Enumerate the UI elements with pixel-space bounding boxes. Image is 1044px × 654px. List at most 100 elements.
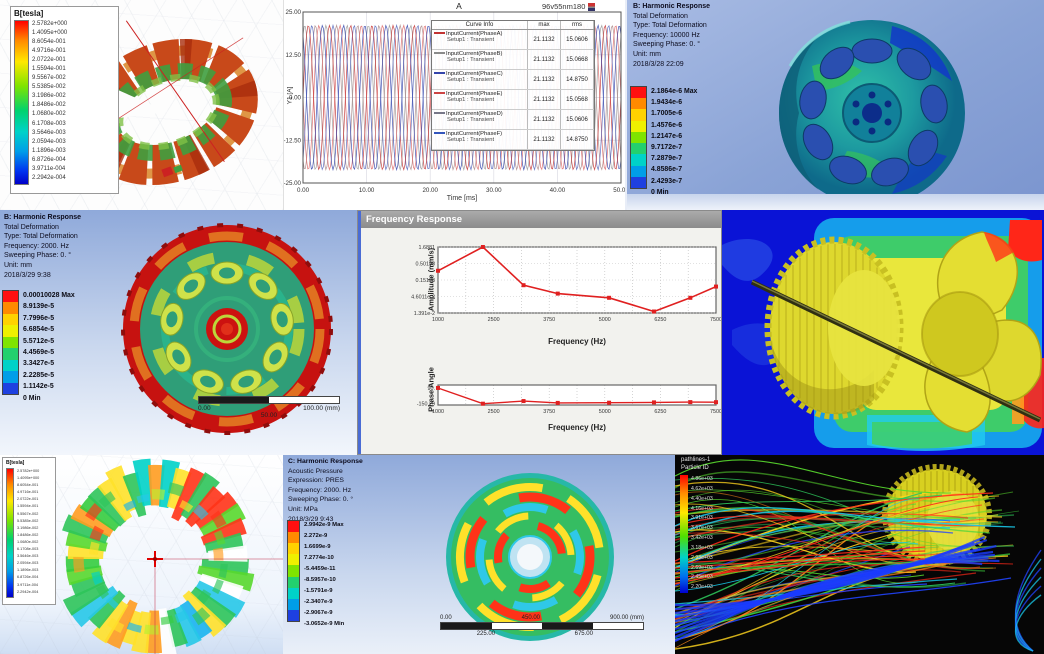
- scale-min: 0.00: [198, 405, 211, 412]
- legend-value: 2.2942e-004: [17, 589, 39, 594]
- pathlines-legend-title: pathlines-1 Particle ID: [681, 457, 710, 472]
- color-band: [3, 325, 18, 337]
- legend-title: B[tesla]: [6, 460, 25, 466]
- legend-value: 1.6699e-9: [304, 544, 331, 550]
- panel-pathlines: pathlines-1 Particle ID 4.86e+03 4.62e+03 4…: [675, 455, 1044, 654]
- banded-colorbar: [2, 290, 19, 395]
- wheel-holes: [799, 38, 948, 187]
- legend-cell: 21.1132: [528, 50, 561, 69]
- legend-value: 2.272e-9: [304, 533, 328, 539]
- banded-colorbar: [630, 86, 647, 189]
- color-band: [3, 371, 18, 383]
- info-line: Frequency: 2000. Hz: [4, 242, 69, 250]
- legend-value: 1.0680e-002: [32, 111, 66, 118]
- info-line: 2018/3/29 9:38: [4, 271, 51, 279]
- legend-header-cell: Curve Info: [432, 21, 528, 29]
- window-frequency-response: Frequency Response 1000 2500 3750 5000 6250 7…: [357, 210, 722, 455]
- legend-value: 3.91e+03: [691, 515, 713, 522]
- color-band: [288, 609, 299, 621]
- info-line: Type: Total Deformation: [633, 22, 707, 30]
- legend-value: 3.1986e-002: [17, 525, 39, 530]
- rainbow-colorbar: [6, 468, 14, 598]
- legend-header: Curve Info max rms: [432, 21, 594, 30]
- acoustic-disk-model: [446, 473, 614, 641]
- frequency-response-charts: 1000 2500 3750 5000 6250 7500 1.6881 0.50198 0.1…: [411, 245, 721, 415]
- legend-value: 3.9711e-004: [17, 582, 39, 587]
- legend-value: 0.00010028 Max: [23, 292, 75, 299]
- legend-cell: 21.1132: [528, 110, 561, 129]
- color-band: [631, 176, 646, 188]
- legend-title-line: Particle ID: [681, 464, 709, 471]
- svg-text:12.50: 12.50: [286, 52, 302, 59]
- rotor-field-ring: [62, 458, 283, 654]
- legend-value: 2.5782e+000: [17, 469, 40, 473]
- legend-value: 1.2147e-6: [651, 132, 683, 140]
- svg-text:0.00: 0.00: [289, 95, 302, 102]
- info-line: 2018/3/29 9:43: [288, 515, 334, 523]
- deformation-legend: 0.00010028 Max 8.9139e-5 7.7996e-5 6.6854e-…: [2, 290, 75, 404]
- legend-value: 3.5646e-003: [17, 554, 39, 559]
- info-line: Frequency: 2000. Hz: [288, 486, 352, 494]
- legend-value: 8.9139e-5: [23, 303, 55, 311]
- color-band: [288, 521, 299, 533]
- legend-value: 2.2285e-5: [23, 371, 55, 379]
- legend-value: 1.5594e-001: [17, 504, 39, 509]
- legend-value: 5.5712e-5: [23, 337, 55, 345]
- svg-text:6250: 6250: [654, 317, 666, 323]
- legend-value: -8.5957e-10: [304, 577, 336, 583]
- info-line: B: Harmonic Response: [4, 214, 82, 221]
- info-line: Acoustic Pressure: [288, 467, 343, 475]
- legend-value: 1.1142e-5: [23, 383, 54, 391]
- panel-current-plot: 0.00 10.00 20.00 30.00 40.00 50.00 25.00 12.50 0…: [283, 0, 626, 210]
- svg-text:2500: 2500: [488, 317, 500, 323]
- legend-value: 9.5567e-002: [32, 75, 66, 82]
- curve-info-legend: Curve Info max rms InputCurrent(PhaseA) Setu…: [431, 20, 595, 151]
- svg-text:-25.00: -25.00: [284, 180, 302, 187]
- legend-header-cell: max: [528, 21, 561, 29]
- svg-text:3750: 3750: [543, 409, 555, 415]
- svg-text:2500: 2500: [488, 409, 500, 415]
- deformation-legend: 2.1864e-6 Max 1.9434e-6 1.7005e-6 1.4576e-6…: [630, 86, 697, 198]
- legend-value: 0 Min: [23, 394, 41, 402]
- svg-text:-12.50: -12.50: [284, 137, 302, 144]
- color-band: [288, 543, 299, 555]
- scale-mid: 50.00: [260, 412, 278, 419]
- legend-values: 4.86e+03 4.62e+03 4.40e+03 4.16e+03 3.91e+03…: [691, 475, 713, 593]
- scale-bar: 0.00 100.00 (mm) 50.00: [198, 396, 340, 419]
- legend-value: -2.9067e-9: [304, 610, 333, 616]
- legend-value: 4.40e+03: [691, 495, 713, 502]
- legend-value: 1.7005e-6: [651, 110, 683, 118]
- legend-value: 6.8726e-004: [17, 575, 39, 580]
- info-line: Sweeping Phase: 0. °: [288, 496, 354, 504]
- info-line: Sweeping Phase: 0. °: [633, 41, 701, 49]
- color-band: [631, 98, 646, 110]
- curve-legend-row: InputCurrent(PhaseF) Setup1 : Transient 21…: [432, 130, 594, 150]
- legend-value: 4.9716e-001: [32, 48, 66, 55]
- info-line: B: Harmonic Response: [633, 3, 711, 10]
- legend-value: 7.2879e-7: [651, 155, 683, 163]
- info-line: C: Harmonic Response: [288, 458, 363, 465]
- panel-maxwell-rotor: B[tesla] 2.5782e+000 1.4095e+000 8.6054e-0…: [0, 455, 283, 654]
- wheel-holes: [160, 261, 294, 394]
- gear-model: [764, 236, 904, 420]
- svg-text:6250: 6250: [654, 409, 666, 415]
- color-band: [288, 598, 299, 610]
- svg-text:1.6881: 1.6881: [419, 245, 436, 251]
- legend-cell: 15.0568: [561, 90, 594, 109]
- pressure-legend: 2.9942e-9 Max 2.272e-9 1.6699e-9 7.2774e-10…: [287, 520, 344, 630]
- color-band: [631, 131, 646, 144]
- color-band: [288, 565, 299, 577]
- window-titlebar: Frequency Response: [358, 211, 721, 228]
- legend-value: -5.4459e-11: [304, 566, 336, 572]
- color-band: [288, 587, 299, 599]
- analysis-info: C: Harmonic Response Acoustic Pressure Exp…: [288, 457, 458, 524]
- legend-value: 4.8586e-7: [651, 166, 683, 174]
- legend-cell: InputCurrent(PhaseF) Setup1 : Transient: [432, 130, 528, 149]
- info-line: Unit: mm: [4, 261, 32, 269]
- legend-value: 2.5782e+000: [32, 21, 68, 27]
- legend-value: 5.5385e-002: [17, 518, 39, 523]
- legend-cell: 21.1132: [528, 90, 561, 109]
- svg-text:4.6011e-2: 4.6011e-2: [411, 295, 435, 301]
- legend-title: B[tesla]: [14, 9, 44, 18]
- svg-text:50.00: 50.00: [613, 187, 626, 194]
